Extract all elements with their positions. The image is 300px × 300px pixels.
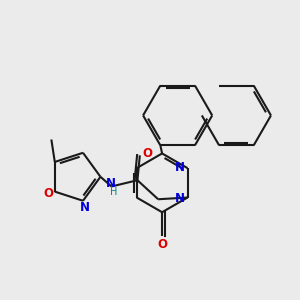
Text: O: O — [157, 238, 167, 250]
Text: N: N — [175, 192, 185, 205]
Text: N: N — [175, 160, 185, 174]
Text: O: O — [142, 147, 152, 160]
Text: N: N — [80, 200, 90, 214]
Text: N: N — [106, 176, 116, 190]
Text: H: H — [110, 187, 117, 197]
Text: O: O — [43, 187, 53, 200]
